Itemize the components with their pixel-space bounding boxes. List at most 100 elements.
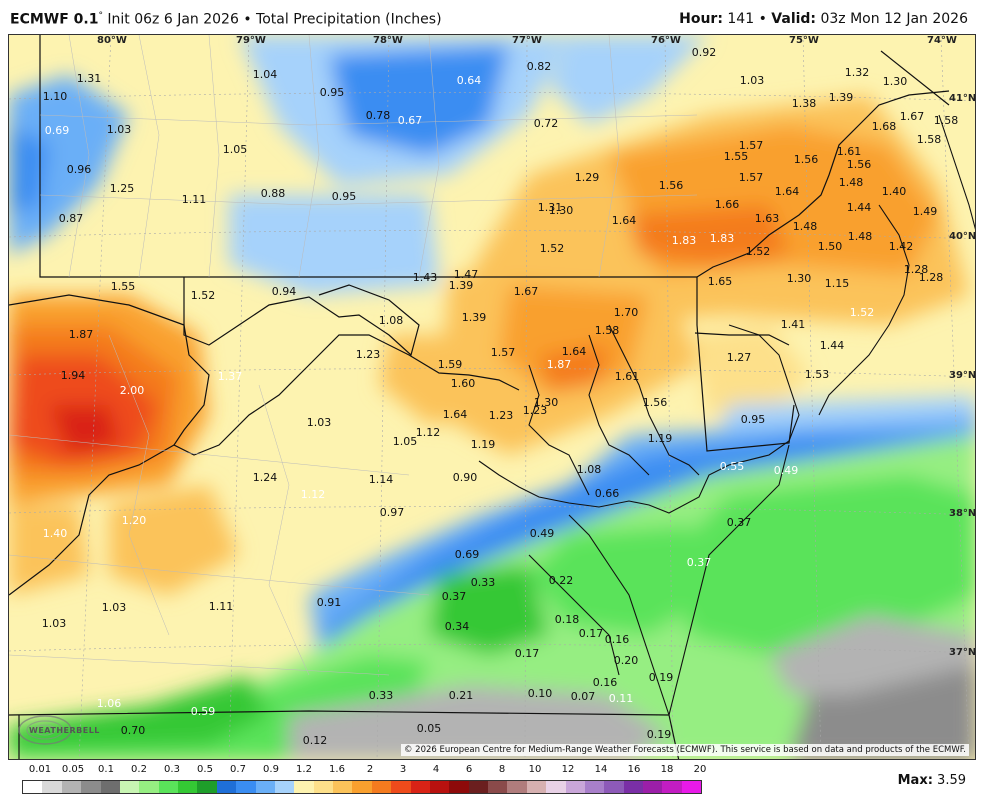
legend-tick-label: 0.3 xyxy=(164,764,180,775)
precip-value: 1.37 xyxy=(217,370,243,383)
max-label: Max: xyxy=(897,773,933,788)
precip-value: 1.12 xyxy=(415,426,441,439)
precip-value: 1.63 xyxy=(754,212,780,225)
legend-swatch xyxy=(119,781,140,793)
legend-tick-label: 1.2 xyxy=(296,764,312,775)
precip-value: 0.66 xyxy=(594,487,620,500)
init-time: Init 06z 6 Jan 2026 xyxy=(107,11,239,28)
precip-value: 1.55 xyxy=(110,280,136,293)
precip-value: 0.95 xyxy=(319,86,345,99)
legend-swatch xyxy=(197,781,217,793)
precip-value: 0.33 xyxy=(368,689,394,702)
legend-swatch xyxy=(662,781,682,793)
logo-text: WEATHERBELL xyxy=(29,726,100,735)
precip-value: 0.88 xyxy=(260,187,286,200)
legend-tick-label: 12 xyxy=(561,764,575,775)
precip-value: 0.37 xyxy=(441,590,467,603)
legend-swatch xyxy=(294,781,314,793)
precip-value: 1.14 xyxy=(368,473,394,486)
precip-value: 1.23 xyxy=(522,404,548,417)
precip-value: 1.25 xyxy=(109,182,135,195)
precip-value: 0.94 xyxy=(271,285,297,298)
precip-value: 1.60 xyxy=(450,377,476,390)
legend-swatch xyxy=(371,781,392,793)
precip-value: 0.78 xyxy=(365,109,391,122)
legend-tick-label: 0.5 xyxy=(197,764,213,775)
precip-value: 0.69 xyxy=(454,548,480,561)
legend-swatch xyxy=(216,781,237,793)
precip-value: 0.22 xyxy=(548,574,574,587)
lon-label-80w: 80°W xyxy=(97,35,127,46)
precip-value: 1.03 xyxy=(41,617,67,630)
precip-value: 1.30 xyxy=(548,204,574,217)
precip-value: 0.91 xyxy=(316,596,342,609)
precip-value: 1.66 xyxy=(714,198,740,211)
precip-value: 1.48 xyxy=(838,176,864,189)
lat-label-38n: 38°N xyxy=(949,508,976,519)
precip-value: 0.55 xyxy=(719,460,745,473)
precip-value: 0.20 xyxy=(613,654,639,667)
precip-value: 1.52 xyxy=(539,242,565,255)
legend-swatch xyxy=(236,781,256,793)
hour-value: 141 xyxy=(727,11,755,27)
legend-swatch xyxy=(546,781,566,793)
precip-value: 0.82 xyxy=(526,60,552,73)
precip-value: 1.52 xyxy=(190,289,216,302)
precip-value: 0.07 xyxy=(570,690,596,703)
legend-tick-label: 0.7 xyxy=(230,764,246,775)
lon-label-78w: 78°W xyxy=(373,35,403,46)
precip-value: 1.28 xyxy=(903,263,929,276)
legend-swatch xyxy=(429,781,450,793)
legend-swatch xyxy=(100,781,120,793)
legend-tick-label: 2 xyxy=(366,764,374,775)
precip-value: 1.50 xyxy=(817,240,843,253)
precip-value: 0.96 xyxy=(66,163,92,176)
precip-value: 1.57 xyxy=(738,171,764,184)
precip-value: 1.27 xyxy=(726,351,752,364)
precip-value: 1.10 xyxy=(42,90,68,103)
precip-value: 1.24 xyxy=(252,471,278,484)
precip-value: 0.34 xyxy=(444,620,470,633)
lat-label-39n: 39°N xyxy=(949,370,976,381)
precip-value: 1.04 xyxy=(252,68,278,81)
title: ECMWF 0.1° Init 06z 6 Jan 2026 • Total P… xyxy=(10,11,442,28)
precipitation-map[interactable]: 80°W 79°W 78°W 77°W 76°W 75°W 74°W 41°N … xyxy=(8,34,976,760)
precip-value: 1.30 xyxy=(786,272,812,285)
precip-value: 1.03 xyxy=(739,74,765,87)
county-lines xyxy=(9,35,698,676)
precip-value: 1.56 xyxy=(658,179,684,192)
legend-tick-label: 0.9 xyxy=(263,764,279,775)
precip-value: 1.58 xyxy=(916,133,942,146)
precip-value: 1.49 xyxy=(912,205,938,218)
precip-value: 0.37 xyxy=(726,516,752,529)
legend-tick-label: 4 xyxy=(432,764,440,775)
legend-swatch xyxy=(565,781,585,793)
precip-value: 1.64 xyxy=(774,185,800,198)
precip-field xyxy=(9,35,975,759)
precip-value: 1.41 xyxy=(780,318,806,331)
precip-value: 1.15 xyxy=(824,277,850,290)
precip-value: 1.57 xyxy=(738,139,764,152)
precip-value: 1.56 xyxy=(642,396,668,409)
precip-value: 1.19 xyxy=(470,438,496,451)
precip-value: 1.32 xyxy=(844,66,870,79)
legend-tick-label: 20 xyxy=(693,764,707,775)
lon-label-75w: 75°W xyxy=(789,35,819,46)
precip-value: 1.31 xyxy=(537,201,563,214)
legend-swatch xyxy=(352,781,372,793)
precip-value: 1.65 xyxy=(707,275,733,288)
precip-value: 0.19 xyxy=(646,728,672,741)
legend-swatch xyxy=(178,781,198,793)
precip-value: 0.95 xyxy=(740,413,766,426)
max-value-readout: Max: 3.59 xyxy=(898,773,966,788)
lon-label-79w: 79°W xyxy=(236,35,266,46)
precip-value: 0.37 xyxy=(686,556,712,569)
precip-value: 1.83 xyxy=(709,232,735,245)
precip-value: 0.16 xyxy=(604,633,630,646)
lat-label-40n: 40°N xyxy=(949,231,976,242)
precip-value: 1.48 xyxy=(847,230,873,243)
precip-value: 1.44 xyxy=(846,201,872,214)
legend-tick-label: 18 xyxy=(660,764,674,775)
precip-value: 1.29 xyxy=(574,171,600,184)
precip-value: 1.39 xyxy=(828,91,854,104)
